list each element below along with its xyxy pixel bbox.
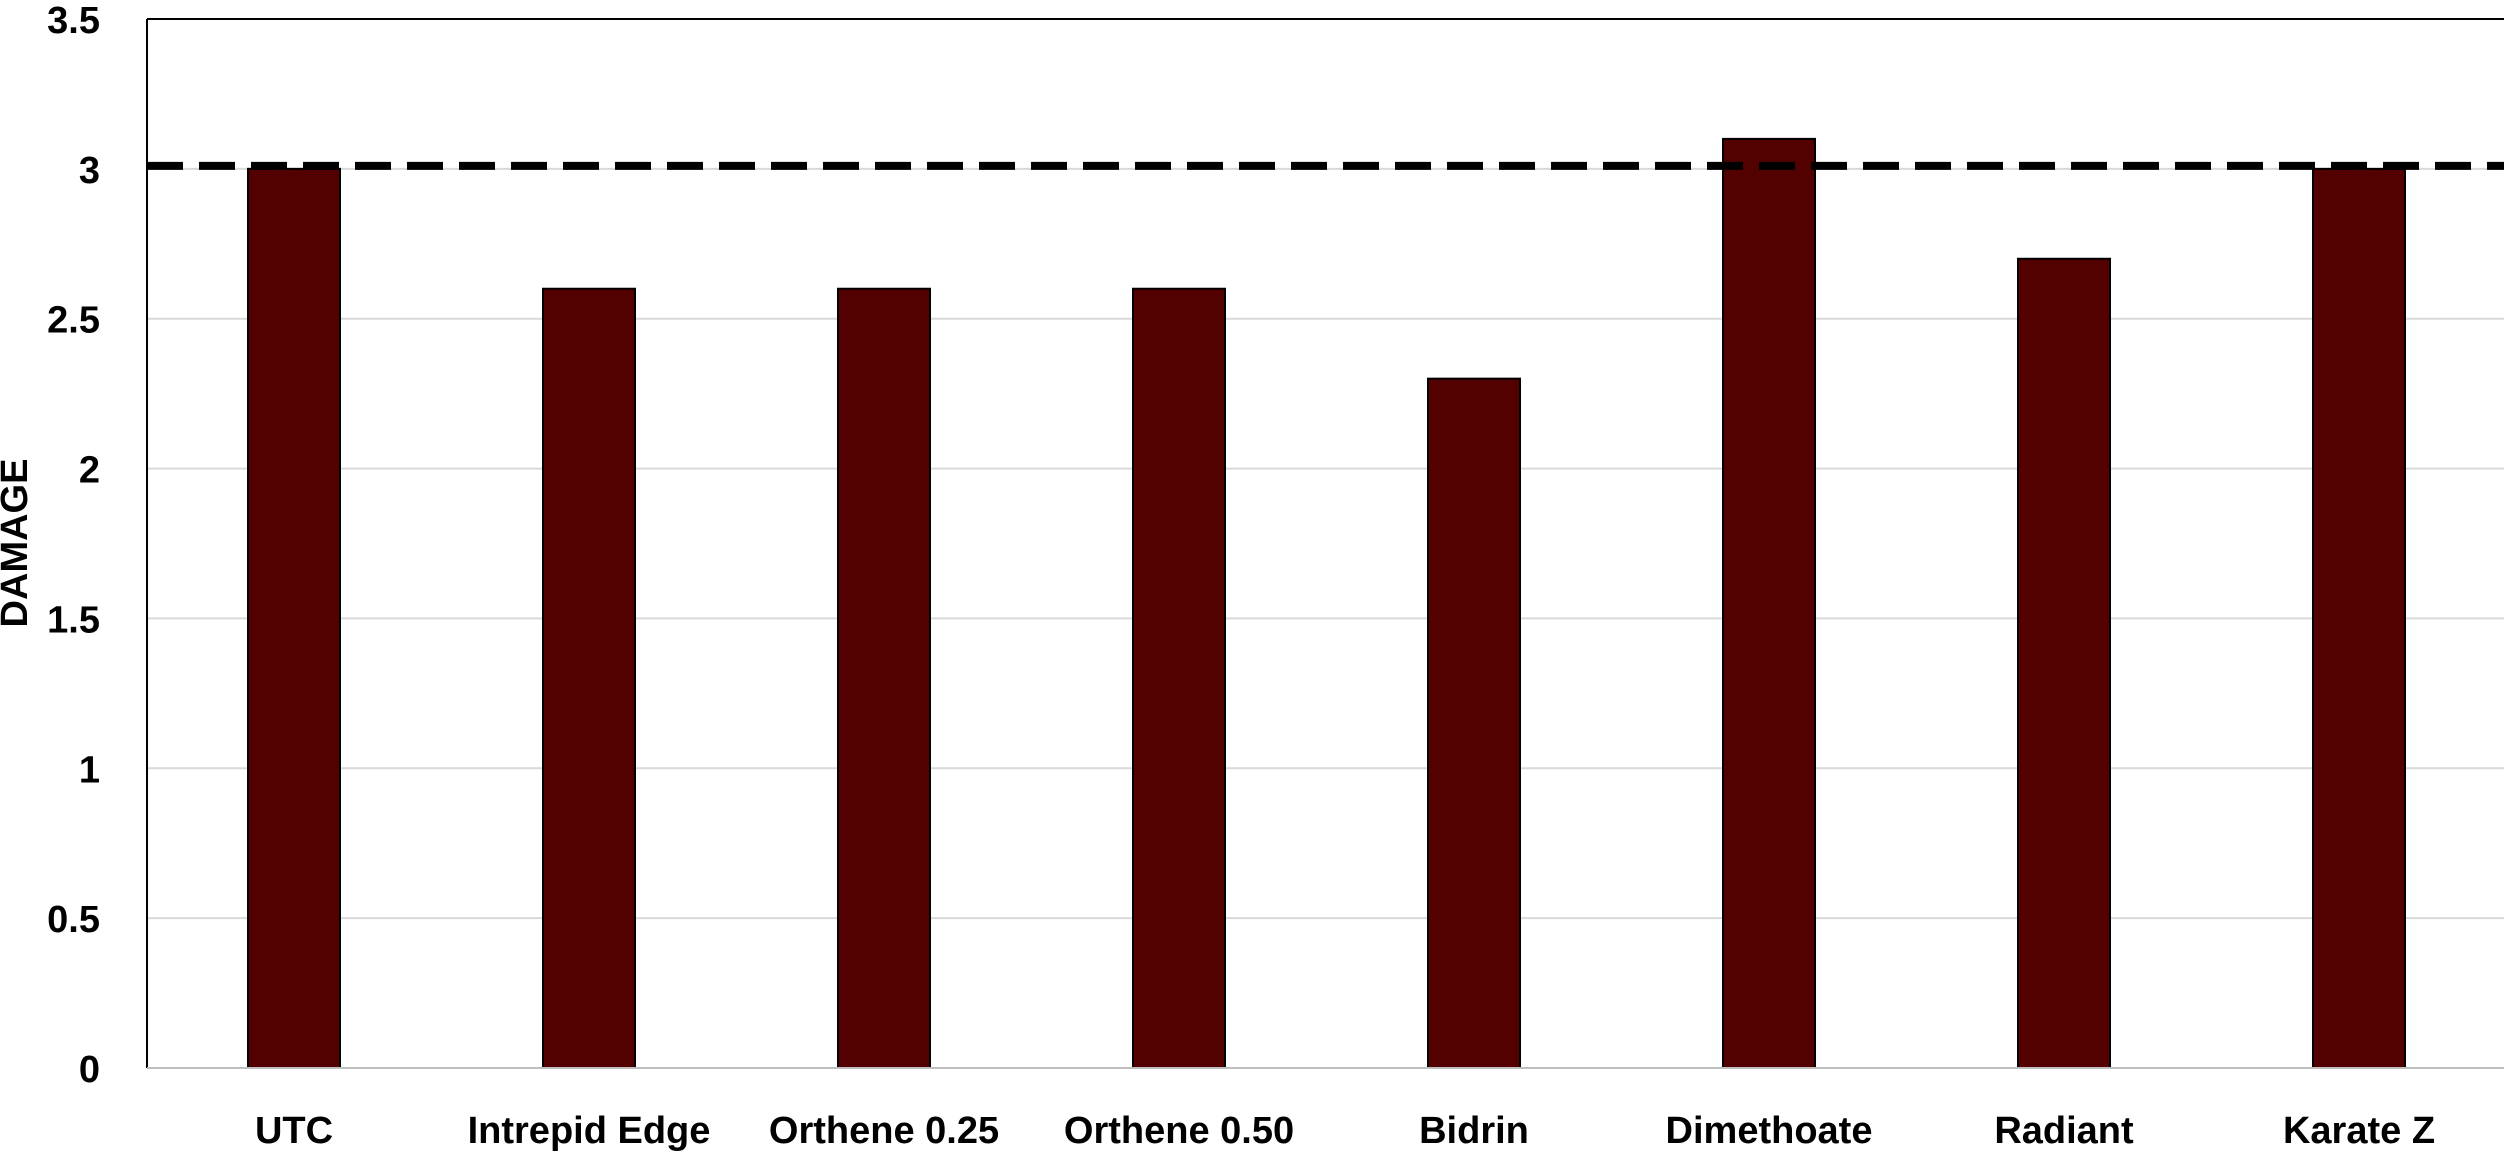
x-tick-label: Orthene 0.25	[769, 1110, 999, 1152]
y-tick-label: 0.5	[47, 899, 100, 941]
y-tick-label: 2.5	[47, 300, 100, 342]
bar	[1132, 287, 1226, 1069]
x-tick-label: Orthene 0.50	[1064, 1110, 1294, 1152]
x-tick-labels: UTC Intrepid Edge Orthene 0.25 Orthene 0.50…	[255, 1110, 2435, 1152]
x-tick-label: UTC	[255, 1110, 333, 1152]
x-tick-label: Karate Z	[2283, 1110, 2435, 1152]
gridlines	[147, 167, 2504, 920]
bar	[542, 287, 636, 1069]
y-axis-title: DAMAGE	[0, 459, 36, 628]
x-tick-label: Dimethoate	[1666, 1110, 1873, 1152]
x-tick-label: Radiant	[1994, 1110, 2134, 1152]
bar	[2017, 257, 2111, 1069]
bar	[1427, 377, 1521, 1069]
y-tick-label: 1	[79, 749, 100, 791]
x-tick-label: Intrepid Edge	[468, 1110, 711, 1152]
bar	[247, 167, 341, 1070]
y-tick-label: 0	[79, 1049, 100, 1091]
bar	[837, 287, 931, 1069]
bars	[247, 137, 2406, 1070]
axes	[146, 18, 2504, 1069]
bar	[2312, 167, 2406, 1070]
y-tick-label: 2	[79, 450, 100, 492]
y-tick-label: 1.5	[47, 599, 100, 641]
bar	[1722, 137, 1816, 1069]
x-tick-label: Bidrin	[1419, 1110, 1529, 1152]
y-tick-labels: 0 0.5 1 1.5 2 2.5 3 3.5	[47, 0, 100, 1091]
y-tick-label: 3	[79, 150, 100, 192]
y-tick-label: 3.5	[47, 0, 100, 42]
